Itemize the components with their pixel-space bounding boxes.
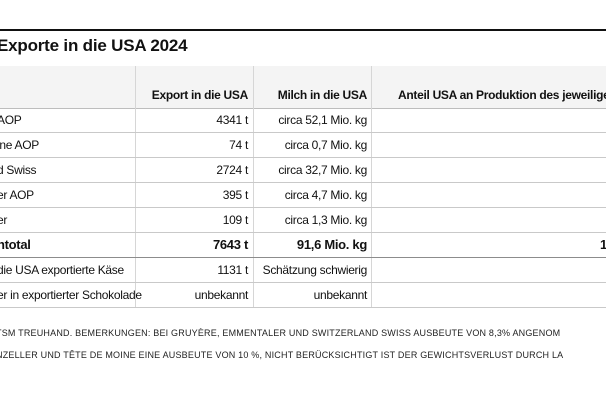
total-label: ntotal	[0, 237, 31, 252]
table-row: er 109 t circa 1,3 Mio. kg	[0, 208, 606, 233]
milk-value: circa 52,1 Mio. kg	[278, 113, 367, 127]
cheese-name: er AOP	[0, 188, 34, 202]
column-divider	[253, 66, 254, 308]
top-rule	[0, 29, 606, 31]
total-share-value: 1	[600, 237, 606, 252]
table-row: er AOP 395 t circa 4,7 Mio. kg	[0, 183, 606, 208]
milk-value: circa 0,7 Mio. kg	[284, 138, 368, 152]
cheese-name: d Swiss	[0, 163, 37, 177]
table-row: ine AOP 74 t circa 0,7 Mio. kg	[0, 133, 606, 158]
milk-value: unbekannt	[313, 288, 368, 302]
milk-value: circa 4,7 Mio. kg	[284, 188, 368, 202]
table-row: d Swiss 2724 t circa 32,7 Mio. kg	[0, 158, 606, 183]
table-row: AOP 4341 t circa 52,1 Mio. kg	[0, 108, 606, 133]
milk-value: circa 32,7 Mio. kg	[278, 163, 367, 177]
cheese-name: er in exportierter Schokolade	[0, 288, 142, 302]
source-notes: TSM TREUHAND. BEMERKUNGEN: BEI GRUYÈRE, …	[0, 322, 606, 366]
column-divider	[135, 66, 136, 308]
table-row-total: ntotal 7643 t 91,6 Mio. kg 1	[0, 233, 606, 258]
export-value: 2724 t	[216, 163, 248, 177]
page-title: Exporte in die USA 2024	[0, 36, 188, 55]
export-value: unbekannt	[194, 288, 249, 302]
milk-value: Schätzung schwierig	[262, 263, 368, 277]
export-value: 4341 t	[216, 113, 248, 127]
milk-value: circa 1,3 Mio. kg	[284, 213, 368, 227]
cheese-name: ine AOP	[0, 138, 39, 152]
table-row: er in exportierter Schokolade unbekannt …	[0, 283, 606, 308]
column-divider	[371, 66, 372, 308]
total-export-value: 7643 t	[212, 237, 248, 252]
cheese-name: die USA exportierte Käse	[0, 263, 124, 277]
export-value: 395 t	[222, 188, 249, 202]
header-export: Export in die USA	[151, 88, 249, 102]
cheese-name: AOP	[0, 113, 22, 127]
table-header: Export in die USA Milch in die USA Antei…	[0, 66, 606, 109]
note-line: TSM TREUHAND. BEMERKUNGEN: BEI GRUYÈRE, …	[0, 328, 561, 338]
export-value: 109 t	[222, 213, 249, 227]
header-share: Anteil USA an Produktion des jeweilige	[398, 88, 606, 102]
cheese-name: er	[0, 213, 8, 227]
export-table: Export in die USA Milch in die USA Antei…	[0, 66, 606, 308]
header-milk: Milch in die USA	[277, 88, 368, 102]
export-value: 74 t	[229, 138, 248, 152]
export-value: 1131 t	[217, 263, 248, 277]
total-milk-value: 91,6 Mio. kg	[296, 237, 367, 252]
note-line: NZELLER UND TÊTE DE MOINE EINE AUSBEUTE …	[0, 350, 564, 360]
table-row: die USA exportierte Käse 1131 t Schätzun…	[0, 258, 606, 283]
